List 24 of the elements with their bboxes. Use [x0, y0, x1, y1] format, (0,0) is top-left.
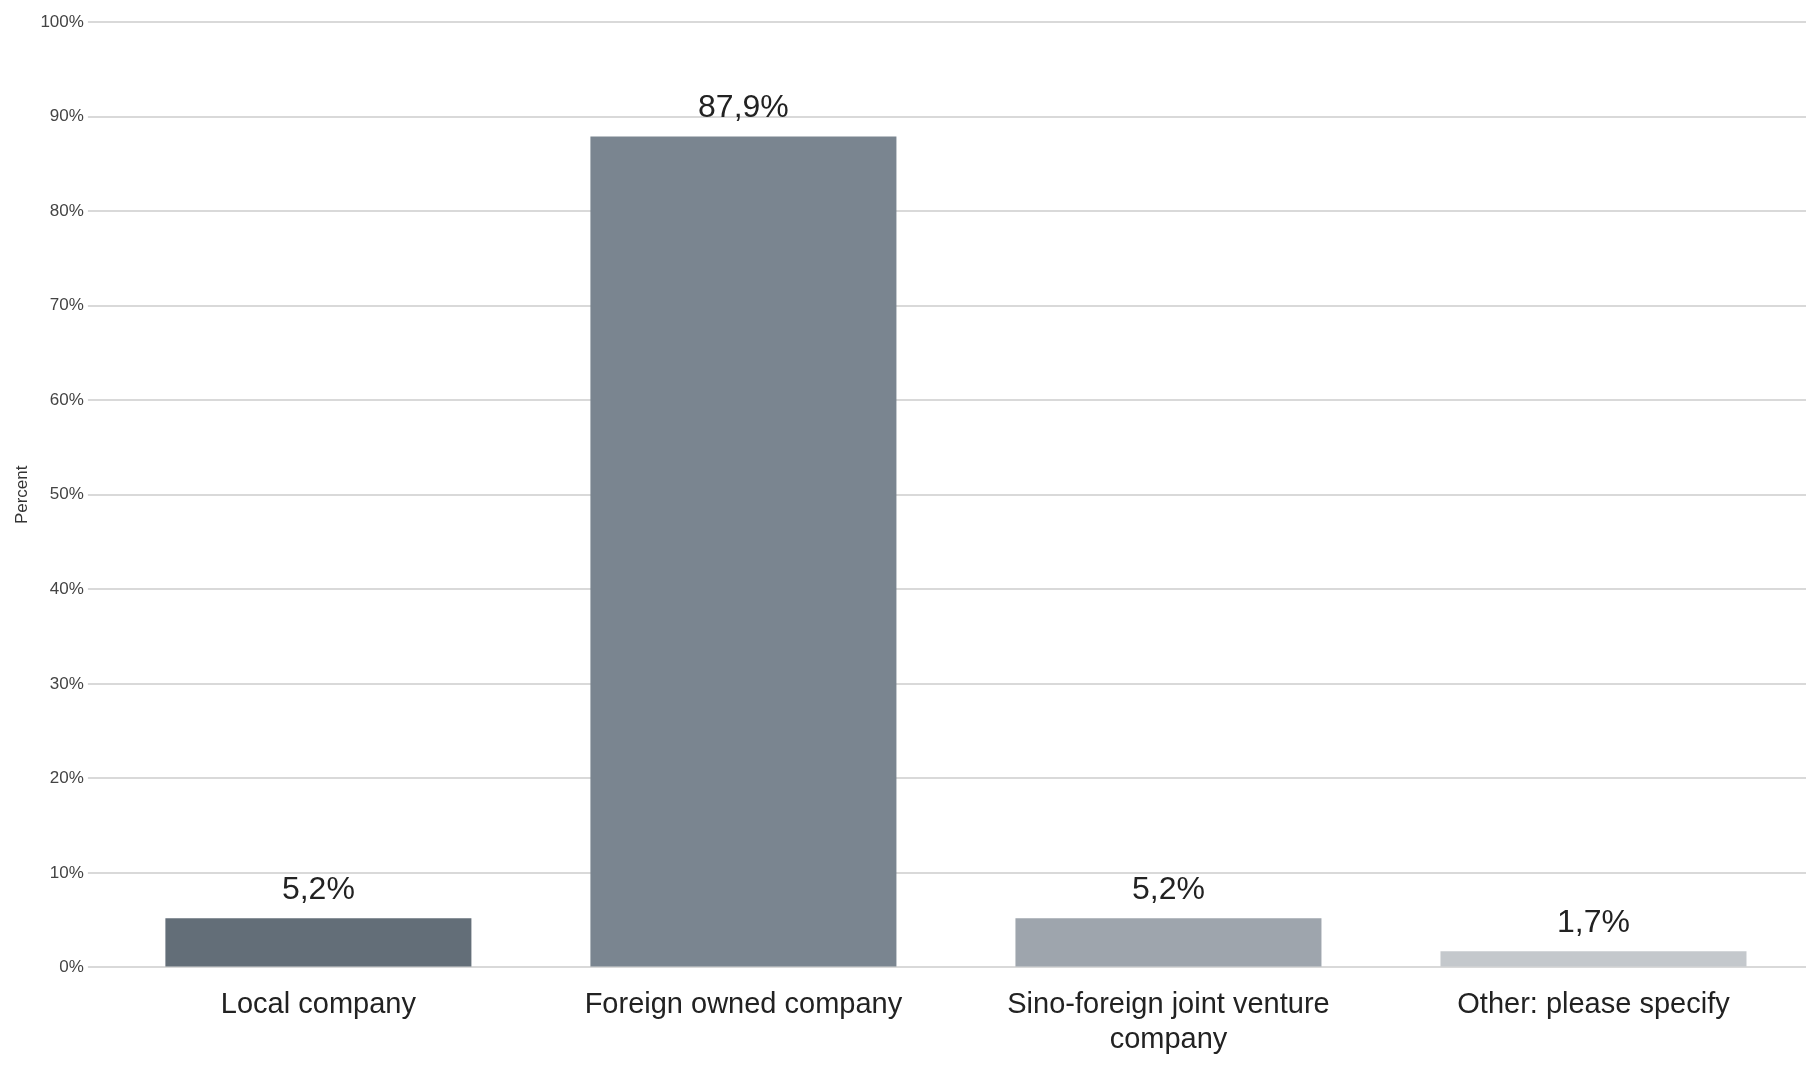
data-label: 87,9% — [698, 88, 789, 125]
y-tick-label: 0% — [59, 957, 84, 977]
bar — [590, 136, 897, 967]
y-tick-label: 90% — [49, 106, 84, 126]
data-label: 5,2% — [1131, 870, 1205, 907]
bar — [1440, 951, 1747, 967]
x-tick-label: Other: please specify — [1457, 986, 1731, 1019]
x-tick-label: Sino-foreign joint venture company — [1007, 986, 1330, 1054]
data-label: 5,2% — [281, 870, 355, 907]
y-tick-label: 100% — [40, 11, 84, 31]
x-tick-label: Local company — [220, 986, 417, 1019]
bar — [1015, 918, 1322, 967]
y-tick-label: 80% — [49, 200, 84, 220]
x-tick-label: Foreign owned company — [584, 986, 903, 1019]
y-axis-title: Percent — [11, 465, 31, 525]
y-tick-label: 30% — [49, 673, 84, 693]
y-tick-label: 20% — [49, 768, 84, 788]
bar — [165, 918, 472, 967]
y-tick-label: 50% — [49, 484, 84, 504]
y-tick-label: 70% — [49, 295, 84, 315]
y-tick-label: 10% — [49, 862, 84, 882]
y-tick-label: 60% — [49, 389, 84, 409]
data-label: 1,7% — [1557, 903, 1630, 940]
y-tick-label: 40% — [49, 579, 84, 599]
